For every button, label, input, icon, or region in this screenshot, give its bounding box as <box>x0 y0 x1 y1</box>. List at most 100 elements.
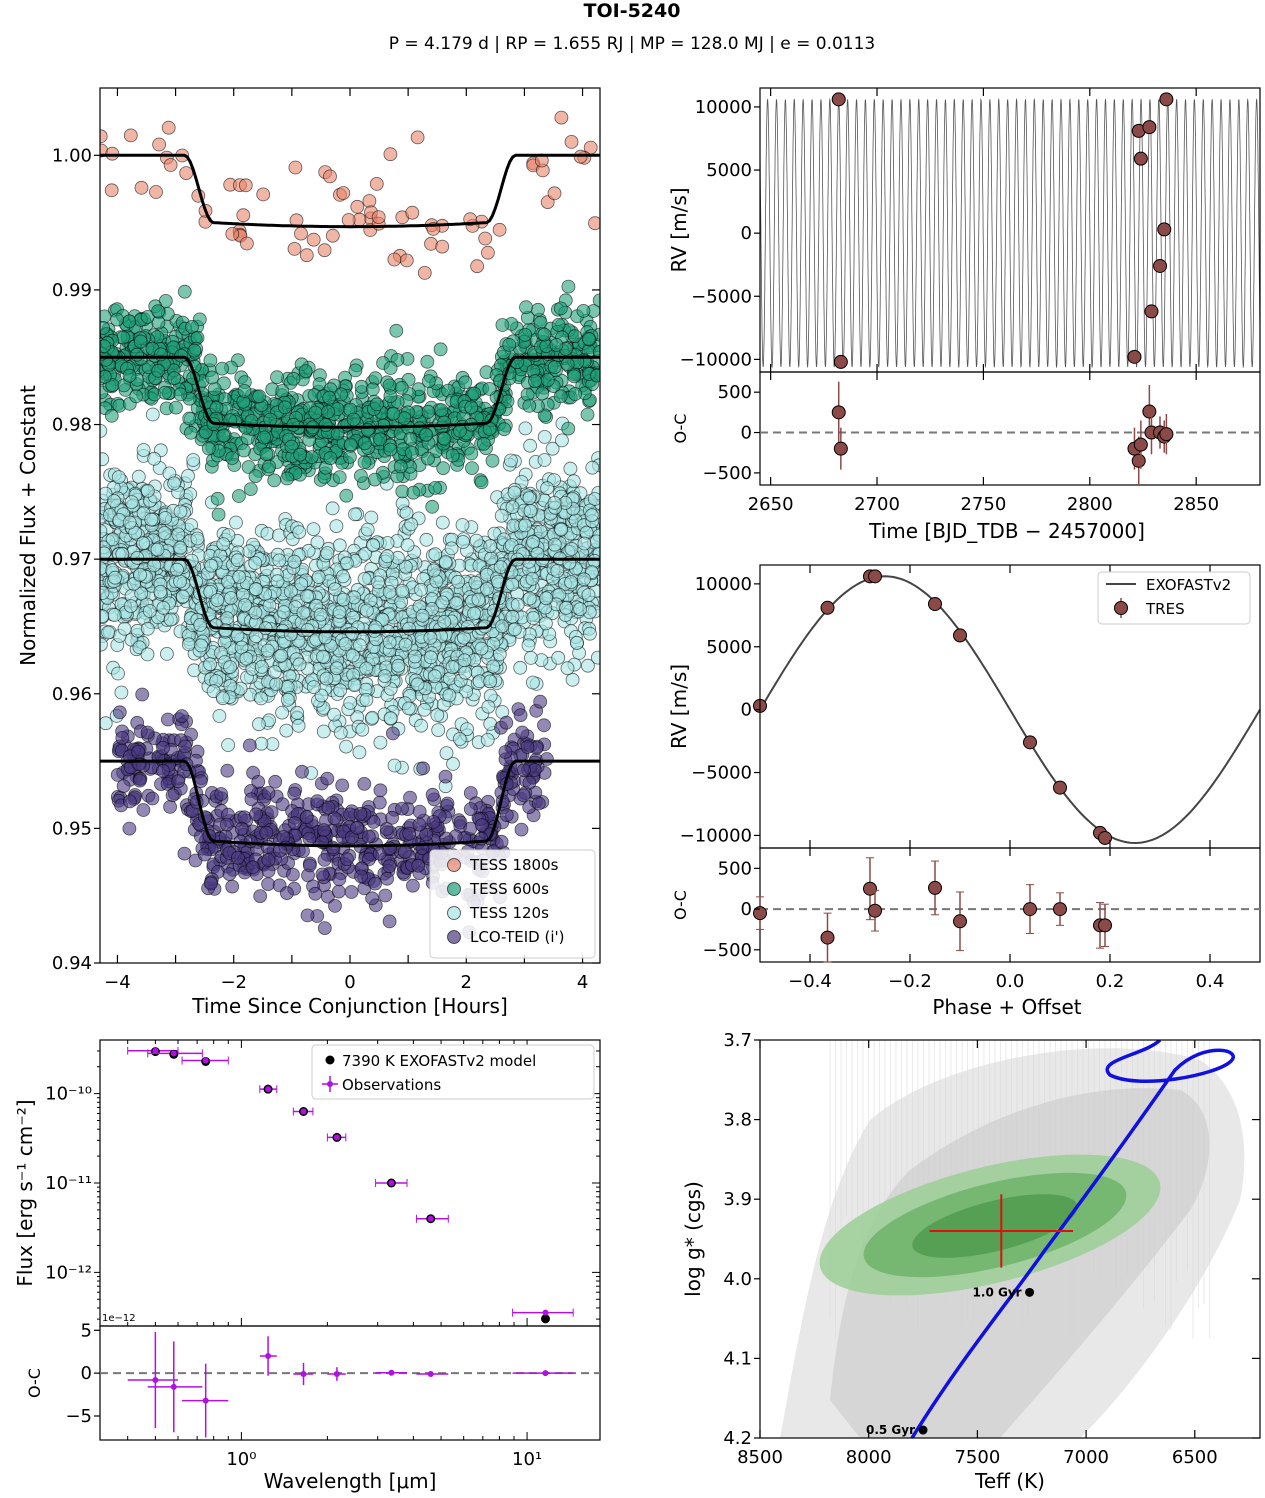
data-point <box>541 373 555 387</box>
data-point <box>431 723 446 737</box>
data-point <box>463 802 478 816</box>
data-point <box>104 408 119 423</box>
data-point <box>167 371 182 386</box>
data-point <box>352 745 367 760</box>
data-point <box>539 591 553 606</box>
data-point <box>175 589 190 604</box>
data-point <box>480 582 494 596</box>
data-point <box>259 447 274 462</box>
data-point <box>272 553 287 568</box>
data-point <box>140 647 155 662</box>
data-point <box>553 301 568 316</box>
data-point <box>478 231 493 246</box>
rv-point <box>1157 222 1172 237</box>
legend-marker <box>447 882 461 896</box>
data-point <box>492 222 507 237</box>
data-point <box>204 558 219 573</box>
data-point <box>187 343 202 358</box>
data-point <box>383 711 398 725</box>
data-point <box>560 357 575 372</box>
data-point <box>346 412 361 427</box>
legend-label: EXOFASTv2 <box>1146 576 1231 594</box>
rv-point <box>820 600 835 615</box>
data-point <box>131 745 146 759</box>
data-point <box>236 208 251 223</box>
data-point <box>480 733 495 747</box>
legend-label: TESS 600s <box>469 880 549 898</box>
data-point <box>325 228 340 243</box>
model-curve <box>759 97 1261 369</box>
data-point <box>230 850 245 865</box>
data-point <box>523 504 538 518</box>
data-point <box>117 621 132 636</box>
data-point <box>302 831 317 846</box>
rv-point <box>1023 735 1037 750</box>
data-point <box>244 792 259 807</box>
legend-label: TRES <box>1145 600 1185 618</box>
data-point <box>336 592 351 607</box>
data-point <box>253 889 268 903</box>
data-point <box>115 731 130 745</box>
data-point <box>122 794 137 809</box>
data-point <box>279 886 294 900</box>
data-point <box>354 379 369 394</box>
data-point <box>514 822 529 837</box>
data-point <box>100 586 110 600</box>
legend: 7390 K EXOFASTv2 model Observations <box>311 1044 595 1100</box>
data-point <box>107 608 122 622</box>
data-point <box>442 688 457 703</box>
y-tick-label: −10000 <box>680 349 752 370</box>
data-point <box>177 846 192 861</box>
data-point <box>467 606 482 621</box>
data-point <box>286 371 301 386</box>
data-point <box>419 532 434 547</box>
x-tick-label: 2 <box>461 972 472 993</box>
age-marker <box>1025 1287 1035 1297</box>
data-point <box>232 570 247 584</box>
data-point <box>308 886 323 901</box>
data-point <box>292 525 307 539</box>
data-point <box>134 180 149 195</box>
data-point <box>100 716 113 731</box>
data-point <box>332 470 347 485</box>
rv-point <box>1144 304 1159 319</box>
data-point <box>100 129 108 144</box>
data-point <box>547 186 562 201</box>
data-point <box>382 914 397 929</box>
data-point <box>561 421 576 436</box>
rv-phase-panel: −0.4 −0.2 0.0 0.2 0.4−10000−50000500010000−5… <box>667 564 1261 1019</box>
data-point <box>238 178 253 193</box>
rv-point <box>831 92 846 107</box>
data-point <box>528 374 542 389</box>
data-point <box>476 436 491 451</box>
data-point <box>152 137 167 152</box>
y-tick-label: 3.9 <box>723 1189 752 1210</box>
legend-marker <box>325 1055 335 1065</box>
data-point <box>485 453 500 468</box>
data-point <box>231 489 246 503</box>
data-point <box>408 649 422 664</box>
data-point <box>584 508 599 523</box>
data-point <box>415 608 430 623</box>
legend: EXOFASTv2 TRES <box>1097 571 1251 625</box>
data-point <box>463 821 478 836</box>
data-point <box>343 437 358 452</box>
data-point <box>285 867 300 882</box>
data-point <box>445 448 460 463</box>
rv-point <box>833 354 848 369</box>
data-point <box>526 611 541 625</box>
legend-marker <box>447 858 461 872</box>
data-point <box>114 685 129 700</box>
data-point <box>373 783 388 798</box>
data-point <box>458 665 473 680</box>
data-point <box>358 546 373 561</box>
data-point <box>220 611 235 626</box>
data-point <box>254 660 269 674</box>
data-point <box>254 736 269 751</box>
data-point <box>329 661 344 676</box>
data-point <box>368 876 383 891</box>
resid-point <box>300 1371 307 1377</box>
resid-point <box>388 1369 395 1376</box>
data-point <box>105 532 120 547</box>
data-point <box>419 427 434 442</box>
